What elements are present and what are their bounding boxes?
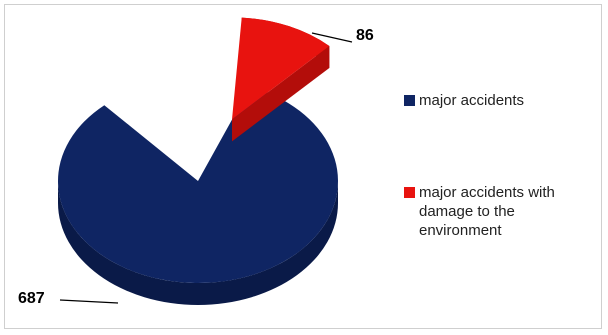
data-label-major-accidents: 687	[18, 290, 45, 307]
legend-label-environment-accidents: major accidents with damage to the envir…	[419, 184, 555, 239]
pie-slice-major-accidents	[57, 86, 338, 305]
legend-swatch-environment-accidents	[404, 187, 415, 198]
data-label-environment-accidents: 86	[356, 27, 374, 44]
legend-swatch-major-accidents	[404, 95, 415, 106]
pie-slice-environment-accidents	[232, 17, 330, 142]
leader-line-major-accidents	[59, 299, 119, 304]
legend-label-major-accidents: major accidents	[419, 92, 525, 109]
leader-line-environment-accidents	[311, 32, 353, 43]
